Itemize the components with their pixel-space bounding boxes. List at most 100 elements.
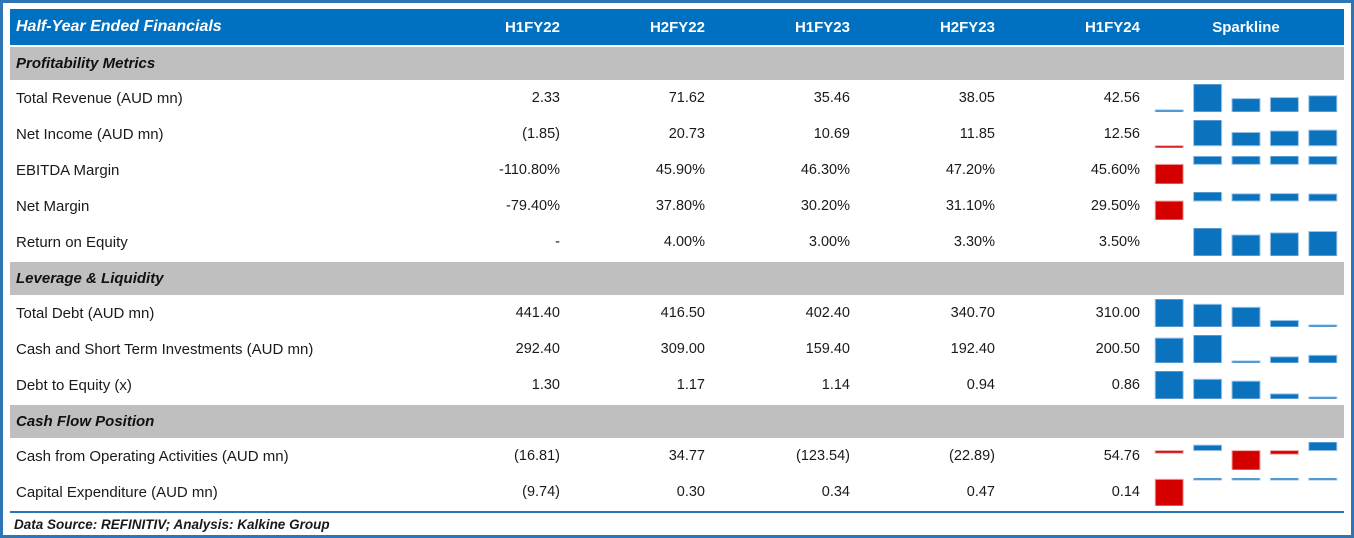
value-cell: (1.85) [522, 126, 560, 142]
value-cell: 200.50 [1095, 341, 1140, 357]
sparkline-bar-positive [1193, 303, 1223, 327]
sparkline-bar-positive [1154, 371, 1184, 399]
sparkline-bar-positive [1269, 156, 1299, 165]
sparkline-bar-positive [1154, 337, 1184, 363]
column-header-h2fy22: H2FY22 [649, 18, 705, 36]
column-header-h1fy23: H1FY23 [794, 18, 850, 36]
sparkline-cell [1148, 224, 1344, 260]
sparkline-cell [1148, 367, 1344, 403]
table-row: Total Revenue (AUD mn) 2.33 71.62 35.46 38.0… [10, 80, 1344, 116]
value-cell: 340.70 [950, 305, 995, 321]
row-label: EBITDA Margin [16, 161, 120, 179]
value-cell: (123.54) [795, 448, 850, 464]
value-cell: 2.33 [531, 90, 560, 106]
value-cell: -110.80% [499, 162, 560, 178]
sparkline-bar-negative [1154, 200, 1184, 220]
row-label: Net Income (AUD mn) [16, 125, 164, 143]
sparkline-chart [1154, 84, 1338, 112]
table-row: Cash from Operating Activities (AUD mn) (… [10, 438, 1344, 474]
value-cell: 1.30 [531, 377, 560, 393]
value-cell: 3.50% [1098, 234, 1140, 250]
data-source-note: Data Source: REFINITIV; Analysis: Kalkin… [10, 511, 1344, 535]
value-cell: 0.47 [966, 484, 995, 500]
row-label: Total Debt (AUD mn) [16, 304, 155, 322]
value-cell: 1.14 [821, 377, 850, 393]
value-cell: 0.34 [821, 484, 850, 500]
sparkline-bar-positive [1269, 393, 1299, 399]
value-cell: - [555, 234, 560, 250]
sparkline-bar-positive [1231, 156, 1261, 165]
sparkline-bar-positive [1154, 299, 1184, 327]
sparkline-bar-positive [1193, 120, 1223, 147]
value-cell: 4.00% [663, 234, 705, 250]
sparkline-bar-positive [1308, 478, 1338, 481]
sparkline-chart [1154, 299, 1338, 327]
value-cell: 37.80% [655, 198, 705, 214]
sparkline-bar-positive [1193, 228, 1223, 256]
value-cell: 416.50 [660, 305, 705, 321]
sparkline-bar-negative [1269, 450, 1299, 455]
sparkline-column-header: Sparkline [1212, 18, 1280, 36]
table-row: EBITDA Margin -110.80% 45.90% 46.30% 47.20% 4… [10, 152, 1344, 188]
value-cell: 45.90% [655, 162, 705, 178]
sparkline-cell [1148, 116, 1344, 152]
sparkline-bar-positive [1231, 131, 1261, 147]
value-cell: 31.10% [945, 198, 995, 214]
sparkline-bar-positive [1193, 478, 1223, 481]
page-title: Half-Year Ended Financials [16, 18, 222, 35]
sparkline-bar-positive [1193, 156, 1223, 165]
sparkline-bar-positive [1193, 84, 1223, 112]
value-cell: (16.81) [514, 448, 560, 464]
value-cell: 192.40 [950, 341, 995, 357]
value-cell: 12.56 [1103, 126, 1140, 142]
table-row: Debt to Equity (x) 1.30 1.17 1.14 0.94 0.86 [10, 367, 1344, 403]
table-body: Profitability Metrics Total Revenue (AUD … [10, 45, 1344, 510]
row-label: Capital Expenditure (AUD mn) [16, 483, 218, 501]
value-cell: 11.85 [959, 126, 995, 142]
sparkline-bar-positive [1193, 444, 1223, 452]
sparkline-bar-positive [1154, 109, 1184, 112]
sparkline-bar-positive [1269, 478, 1299, 481]
table-row: Total Debt (AUD mn) 441.40 416.50 402.40 340… [10, 295, 1344, 331]
sparkline-cell [1148, 188, 1344, 224]
value-cell: -79.40% [505, 198, 560, 214]
sparkline-bar-positive [1269, 130, 1299, 147]
sparkline-cell [1148, 152, 1344, 188]
sparkline-bar-positive [1308, 231, 1338, 256]
value-cell: 0.30 [676, 484, 705, 500]
value-cell: 38.05 [958, 90, 995, 106]
sparkline-bar-negative [1231, 450, 1261, 470]
sparkline-chart [1154, 120, 1338, 148]
sparkline-bar-positive [1308, 354, 1338, 363]
table-row: Capital Expenditure (AUD mn) (9.74) 0.30 0.… [10, 474, 1344, 510]
sparkline-chart [1154, 442, 1338, 470]
value-cell: 1.17 [676, 377, 705, 393]
value-cell: 309.00 [660, 341, 705, 357]
sparkline-bar-positive [1231, 98, 1261, 112]
sparkline-chart [1154, 478, 1338, 506]
sparkline-cell [1148, 80, 1344, 116]
column-header-h1fy22: H1FY22 [504, 18, 560, 36]
value-cell: 34.77 [668, 448, 705, 464]
sparkline-cell [1148, 331, 1344, 367]
row-label: Debt to Equity (x) [16, 376, 132, 394]
sparkline-bar-positive [1308, 442, 1338, 452]
value-cell: 42.56 [1103, 90, 1140, 106]
sparkline-bar-positive [1308, 396, 1338, 399]
sparkline-bar-positive [1308, 193, 1338, 202]
sparkline-bar-negative [1154, 145, 1184, 148]
value-cell: 159.40 [805, 341, 850, 357]
value-cell: 3.30% [953, 234, 995, 250]
table-row: Net Income (AUD mn) (1.85) 20.73 10.69 11.85… [10, 116, 1344, 152]
value-cell: (9.74) [522, 484, 560, 500]
value-cell: 292.40 [515, 341, 560, 357]
row-label: Cash and Short Term Investments (AUD mn) [16, 340, 314, 358]
sparkline-bar-positive [1269, 356, 1299, 363]
sparkline-bar-positive [1308, 324, 1338, 327]
value-cell: 54.76 [1103, 448, 1140, 464]
sparkline-bar-positive [1269, 232, 1299, 256]
sparkline-bar-positive [1308, 129, 1338, 147]
value-cell: 45.60% [1090, 162, 1140, 178]
sparkline-bar-negative [1154, 163, 1184, 184]
